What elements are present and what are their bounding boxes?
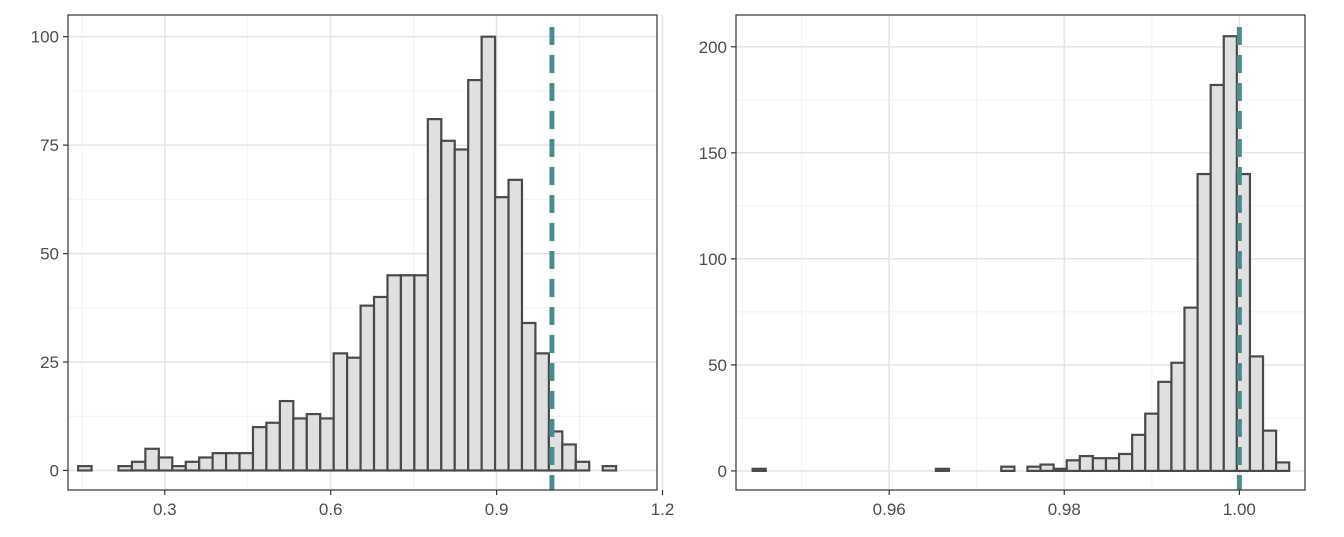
- histogram-bar: [346, 356, 362, 472]
- histogram-bar: [1183, 306, 1199, 473]
- y-tick-label: 0: [50, 461, 59, 480]
- histogram-bar: [561, 443, 577, 472]
- histogram-bar: [305, 412, 322, 472]
- histogram-bar: [574, 460, 591, 472]
- histogram-bar: [211, 452, 228, 472]
- y-tick-label: 50: [40, 245, 59, 264]
- histogram-bar: [1000, 465, 1016, 473]
- histogram-bar: [480, 35, 497, 472]
- histogram-bar: [238, 452, 255, 472]
- histogram-bar: [278, 399, 295, 472]
- histogram-bar: [1275, 461, 1291, 473]
- x-tick-label: 0.3: [153, 500, 177, 519]
- x-tick-label: 0.98: [1048, 500, 1081, 519]
- histogram-bar: [1157, 380, 1173, 473]
- histogram-bar: [332, 352, 349, 472]
- histogram-bar: [1144, 412, 1160, 473]
- histogram-bar: [117, 465, 134, 472]
- histogram-bar: [1131, 433, 1147, 473]
- histogram-bar: [1052, 467, 1068, 473]
- histogram-bar: [1117, 452, 1134, 473]
- histogram-bar: [1078, 454, 1094, 473]
- histogram-bar: [319, 417, 335, 472]
- histogram-bar: [1209, 83, 1225, 473]
- histogram-bar: [1039, 463, 1055, 473]
- panel-border: [67, 14, 658, 491]
- histogram-bar: [1170, 361, 1186, 473]
- histogram-bar: [1196, 172, 1212, 473]
- histogram-bar: [292, 417, 308, 472]
- histogram-bar: [130, 460, 147, 472]
- histogram-bar: [386, 274, 403, 472]
- left-histogram-panel: 0.3 0.6 0.9 1.2 0 25 50 75 100: [31, 14, 675, 519]
- histogram-bar: [157, 456, 174, 472]
- histogram-bar: [1248, 355, 1265, 473]
- right-histogram-panel: 0.96 0.98 1.00 0 50 100 150 200: [699, 14, 1306, 519]
- x-tick-label: 0.9: [485, 500, 509, 519]
- y-tick-label: 25: [40, 353, 59, 372]
- histogram-bar: [1261, 429, 1278, 473]
- histogram-bar: [171, 465, 187, 472]
- y-tick-label: 200: [699, 38, 727, 57]
- histogram-bar: [751, 467, 767, 473]
- y-tick-label: 0: [718, 462, 727, 481]
- x-tick-label: 0.6: [319, 500, 343, 519]
- histogram-bar: [372, 295, 389, 472]
- histogram-bar: [934, 467, 951, 473]
- x-tick-label: 1.00: [1223, 500, 1256, 519]
- y-tick-label: 100: [699, 250, 727, 269]
- panel-border: [735, 14, 1306, 491]
- histogram-bar: [1065, 459, 1081, 473]
- histogram-bar: [467, 78, 483, 472]
- histogram-bar: [1222, 35, 1238, 473]
- histogram-bar: [265, 421, 281, 472]
- y-tick-label: 150: [699, 144, 727, 163]
- histogram-bar: [1091, 457, 1108, 473]
- histogram-bar: [224, 452, 241, 472]
- histogram-bar: [413, 274, 429, 472]
- histogram-bar: [399, 274, 416, 472]
- y-tick-label: 50: [708, 356, 727, 375]
- histogram-bar: [507, 178, 524, 472]
- y-tick-label: 75: [40, 136, 59, 155]
- histogram-bar: [426, 118, 443, 472]
- histogram-bar: [534, 352, 550, 472]
- histogram-bar: [1104, 457, 1121, 473]
- x-tick-label: 1.2: [651, 500, 675, 519]
- histogram-bar: [144, 447, 160, 472]
- histogram-bar: [493, 196, 510, 472]
- y-tick-label: 100: [31, 28, 59, 47]
- histogram-bar: [77, 465, 93, 472]
- histogram-bar: [184, 460, 201, 472]
- histogram-bar: [601, 465, 618, 472]
- histogram-bar: [453, 148, 470, 472]
- histogram-bar: [440, 139, 456, 472]
- histogram-bar: [198, 456, 214, 472]
- histogram-bar: [520, 321, 537, 472]
- x-tick-label: 0.96: [873, 500, 906, 519]
- histogram-bar: [1026, 465, 1042, 473]
- histogram-bar: [359, 304, 376, 472]
- histogram-bar: [251, 426, 268, 472]
